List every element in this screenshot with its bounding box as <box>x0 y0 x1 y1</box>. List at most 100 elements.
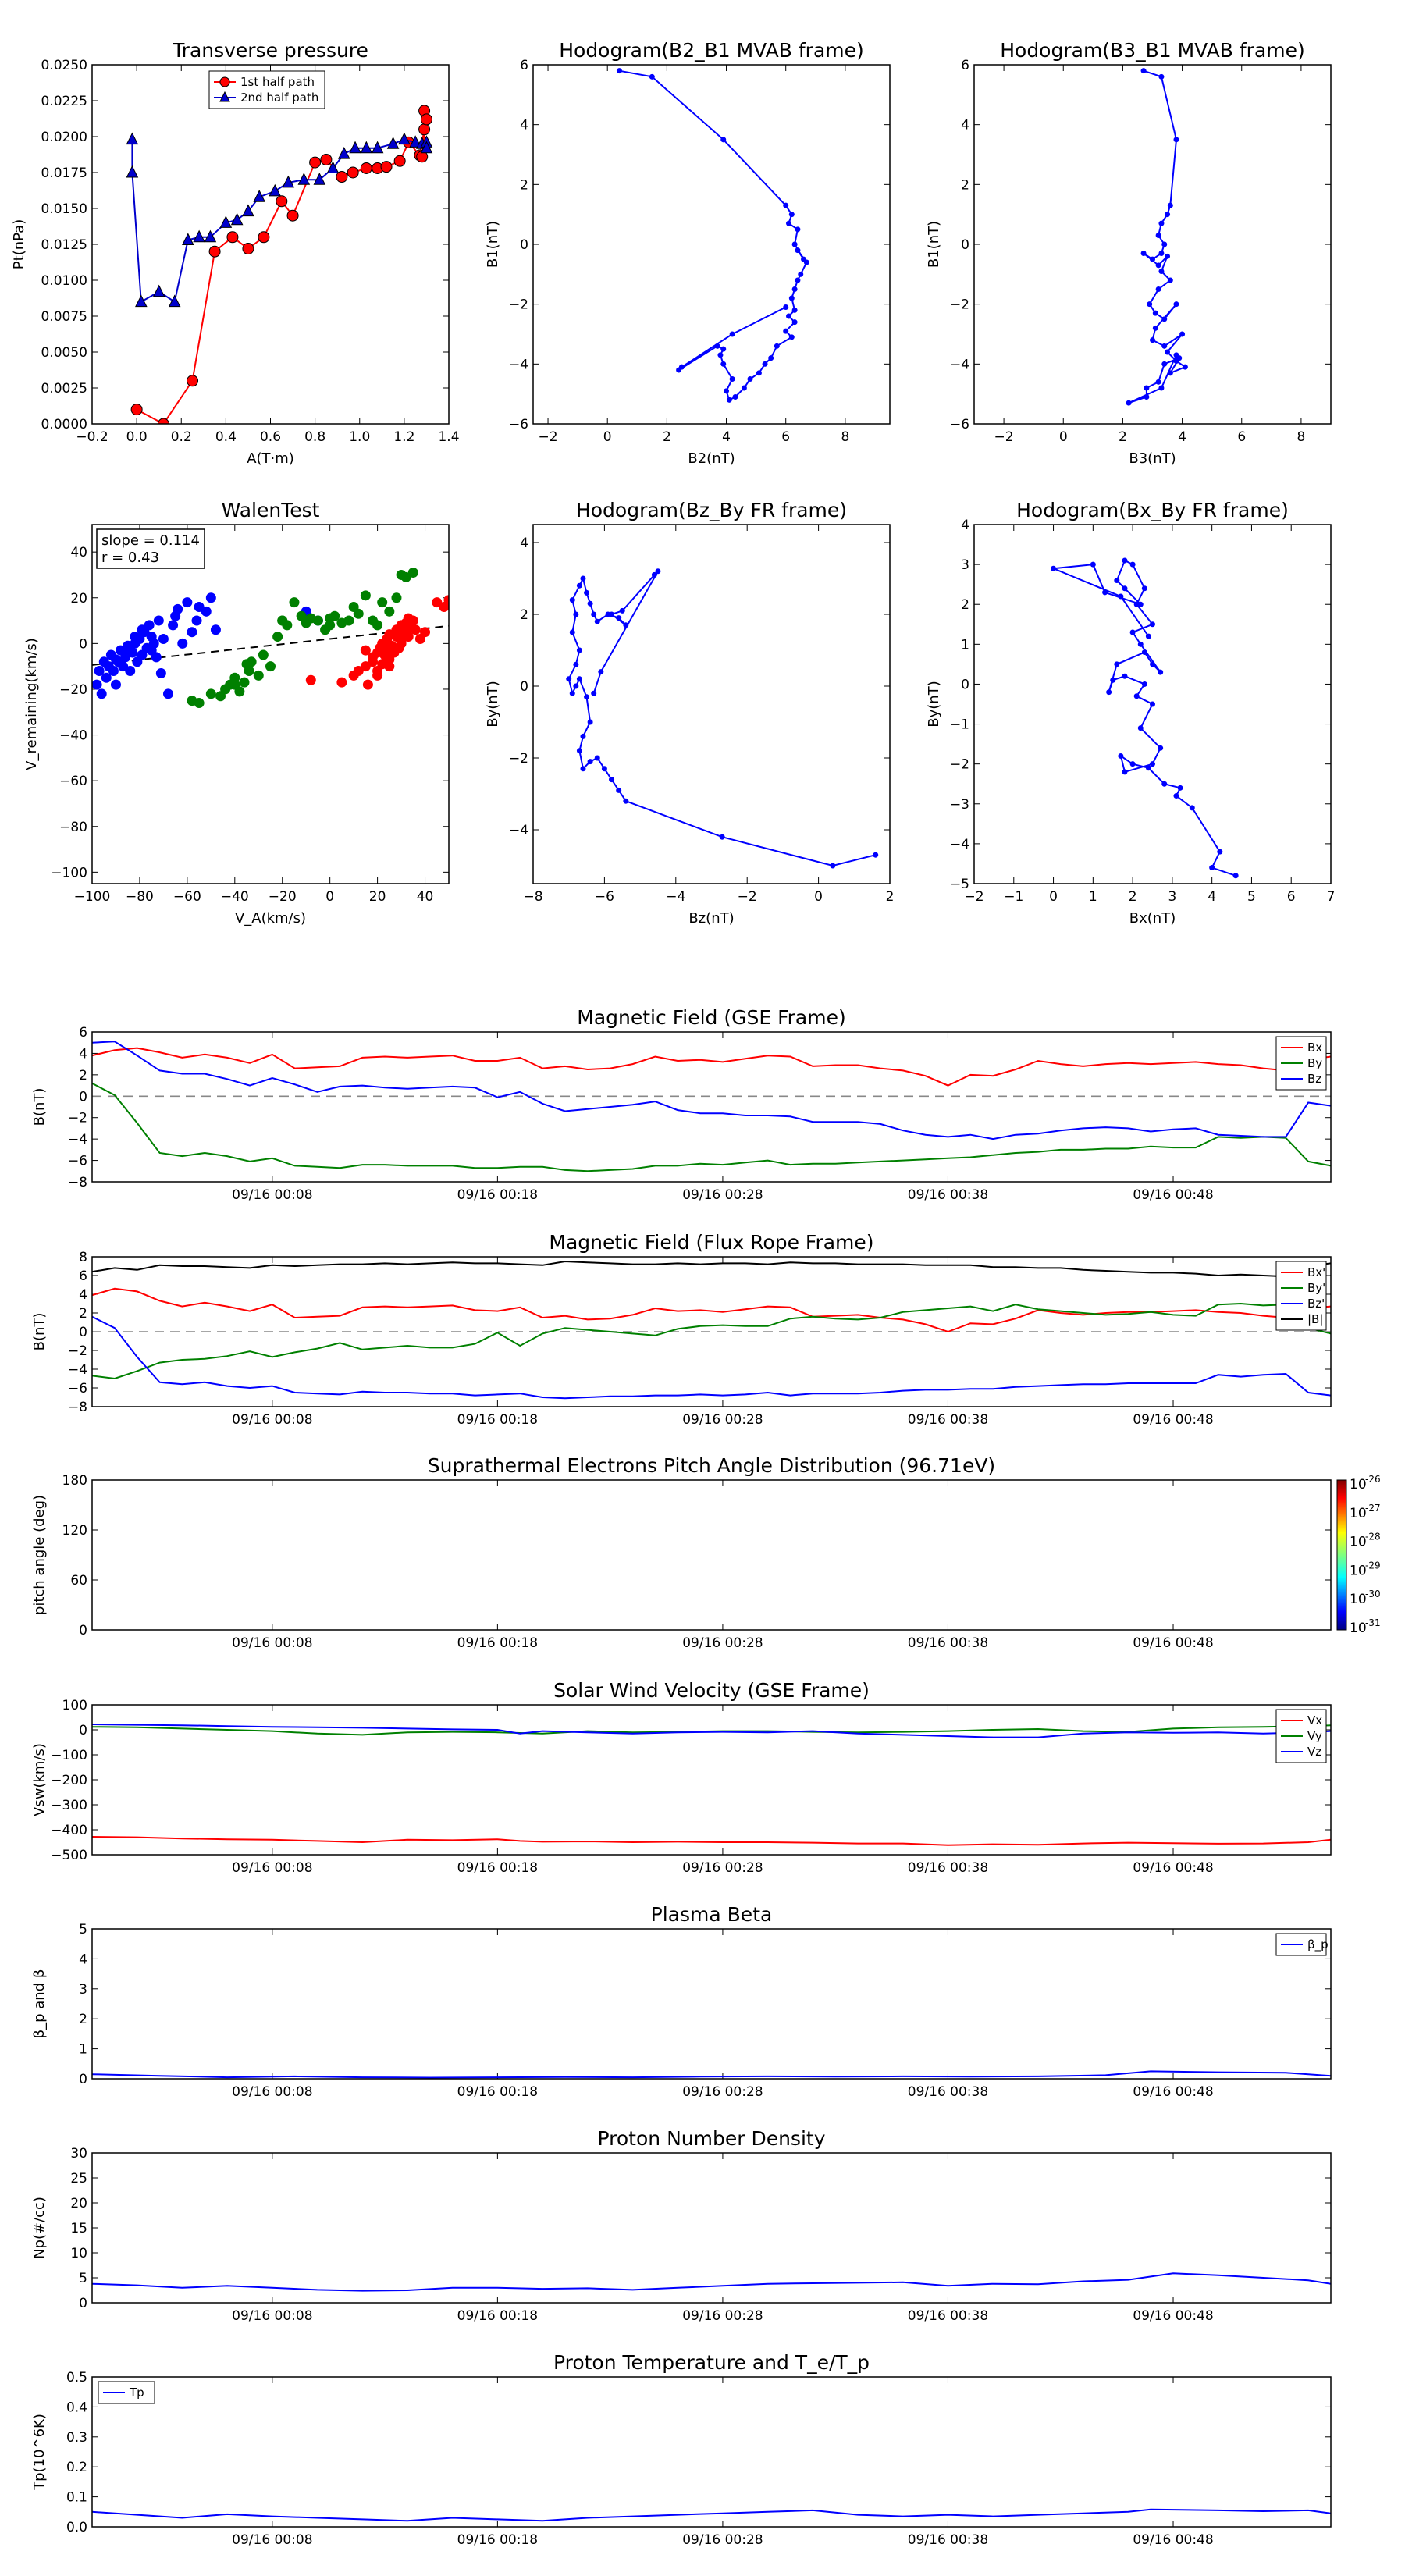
data-point <box>349 141 361 154</box>
colorbar-tick-base: 10 <box>1350 1621 1367 1636</box>
plot-area <box>92 2508 1331 2522</box>
data-point <box>253 670 264 681</box>
y-tick-label: 0.0250 <box>41 58 87 73</box>
x-axis-label: V_A(km/s) <box>235 910 306 927</box>
chart-title: Hodogram(B3_B1 MVAB frame) <box>1000 39 1305 62</box>
data-point <box>1167 202 1173 208</box>
x-tick-label: 09/16 00:18 <box>457 2084 538 2100</box>
y-axis-label: By(nT) <box>926 681 942 727</box>
legend-marker <box>219 76 230 87</box>
data-point <box>393 155 406 167</box>
data-point <box>1155 286 1161 292</box>
data-point <box>1150 701 1155 707</box>
y-tick-label: 2 <box>79 2012 87 2027</box>
data-point <box>377 597 388 608</box>
x-tick-label: 8 <box>841 429 849 445</box>
data-point <box>587 719 593 725</box>
chart-title: Solar Wind Velocity (GSE Frame) <box>553 1679 870 1702</box>
data-point <box>791 307 798 313</box>
y-tick-label: 2 <box>79 1068 87 1083</box>
data-point <box>230 212 244 226</box>
data-point <box>152 284 165 297</box>
y-tick-label: 10 <box>70 2246 87 2261</box>
data-point <box>137 624 148 635</box>
x-tick-label: −0.2 <box>76 429 108 445</box>
data-point <box>655 568 661 575</box>
y-tick-label: −8 <box>68 1175 87 1190</box>
data-point <box>360 162 372 174</box>
x-tick-label: 0.8 <box>304 429 325 445</box>
data-point <box>1161 316 1168 322</box>
y-tick-label: 0.0050 <box>41 345 87 361</box>
data-point <box>1209 865 1215 871</box>
y-tick-label: 0.0000 <box>41 417 87 432</box>
data-point <box>1158 73 1165 80</box>
data-point <box>173 603 183 614</box>
data-point <box>443 595 449 606</box>
y-tick-label: 0 <box>79 2072 87 2087</box>
data-point <box>132 656 143 667</box>
x-axis-label: A(T·m) <box>247 450 294 467</box>
data-point <box>609 777 615 783</box>
x-tick-label: 09/16 00:38 <box>908 2308 988 2324</box>
data-point <box>1129 761 1136 767</box>
data-point <box>1141 649 1147 656</box>
data-point <box>123 640 133 651</box>
data-point <box>1177 785 1183 791</box>
y-tick-label: −3 <box>950 797 969 813</box>
x-tick-label: 0 <box>603 429 612 445</box>
data-point <box>108 666 119 677</box>
y-tick-label: −6 <box>509 417 528 432</box>
x-tick-label: 09/16 00:38 <box>908 1635 988 1651</box>
y-tick-label: 2 <box>520 177 528 193</box>
data-point <box>1137 725 1144 731</box>
data-point <box>649 73 655 80</box>
data-point <box>187 375 199 387</box>
x-tick-label: 0 <box>1059 429 1068 445</box>
legend-marker <box>219 91 230 102</box>
data-point <box>1140 251 1147 256</box>
data-point <box>1161 361 1168 367</box>
data-point <box>210 624 221 635</box>
x-tick-label: −80 <box>126 889 154 905</box>
data-point <box>1144 394 1150 400</box>
data-point <box>1161 343 1168 349</box>
y-tick-label: −80 <box>59 820 87 835</box>
legend: Tp <box>98 2381 155 2404</box>
data-point <box>336 171 348 183</box>
y-tick-label: 1 <box>79 2042 87 2058</box>
y-tick-label: −300 <box>51 1798 87 1813</box>
y-tick-label: 0.0225 <box>41 94 87 109</box>
x-tick-label: 1.4 <box>438 429 459 445</box>
y-tick-label: 5 <box>79 2271 87 2286</box>
y-tick-label: 0.0075 <box>41 309 87 325</box>
data-point <box>400 571 411 582</box>
x-tick-label: −2 <box>738 889 757 905</box>
y-tick-label: 0.0125 <box>41 237 87 253</box>
data-point <box>241 659 252 670</box>
y-tick-label: −6 <box>68 1154 87 1169</box>
y-axis-label: B(nT) <box>31 1313 48 1351</box>
data-point <box>348 601 359 612</box>
y-tick-label: −6 <box>950 417 969 432</box>
data-point <box>791 286 798 292</box>
data-point <box>651 571 657 578</box>
data-point <box>258 649 269 660</box>
x-tick-label: 09/16 00:28 <box>682 2084 763 2100</box>
data-point <box>1158 220 1165 226</box>
colorbar-tick-base: 10 <box>1350 1477 1367 1493</box>
data-point <box>418 123 431 136</box>
chart-title: Proton Number Density <box>598 2127 826 2150</box>
data-point <box>788 295 795 301</box>
data-point <box>1145 633 1151 639</box>
data-point <box>1161 241 1168 247</box>
x-tick-label: 09/16 00:08 <box>232 1635 312 1651</box>
data-point <box>1173 352 1179 358</box>
x-tick-label: 09/16 00:08 <box>232 1187 312 1203</box>
data-point <box>347 166 359 179</box>
y-tick-label: 0 <box>79 1723 87 1738</box>
x-tick-label: 0 <box>1049 889 1058 905</box>
colorbar-tick-base: 10 <box>1350 1563 1367 1578</box>
data-point <box>1165 253 1171 259</box>
data-point <box>432 597 443 608</box>
